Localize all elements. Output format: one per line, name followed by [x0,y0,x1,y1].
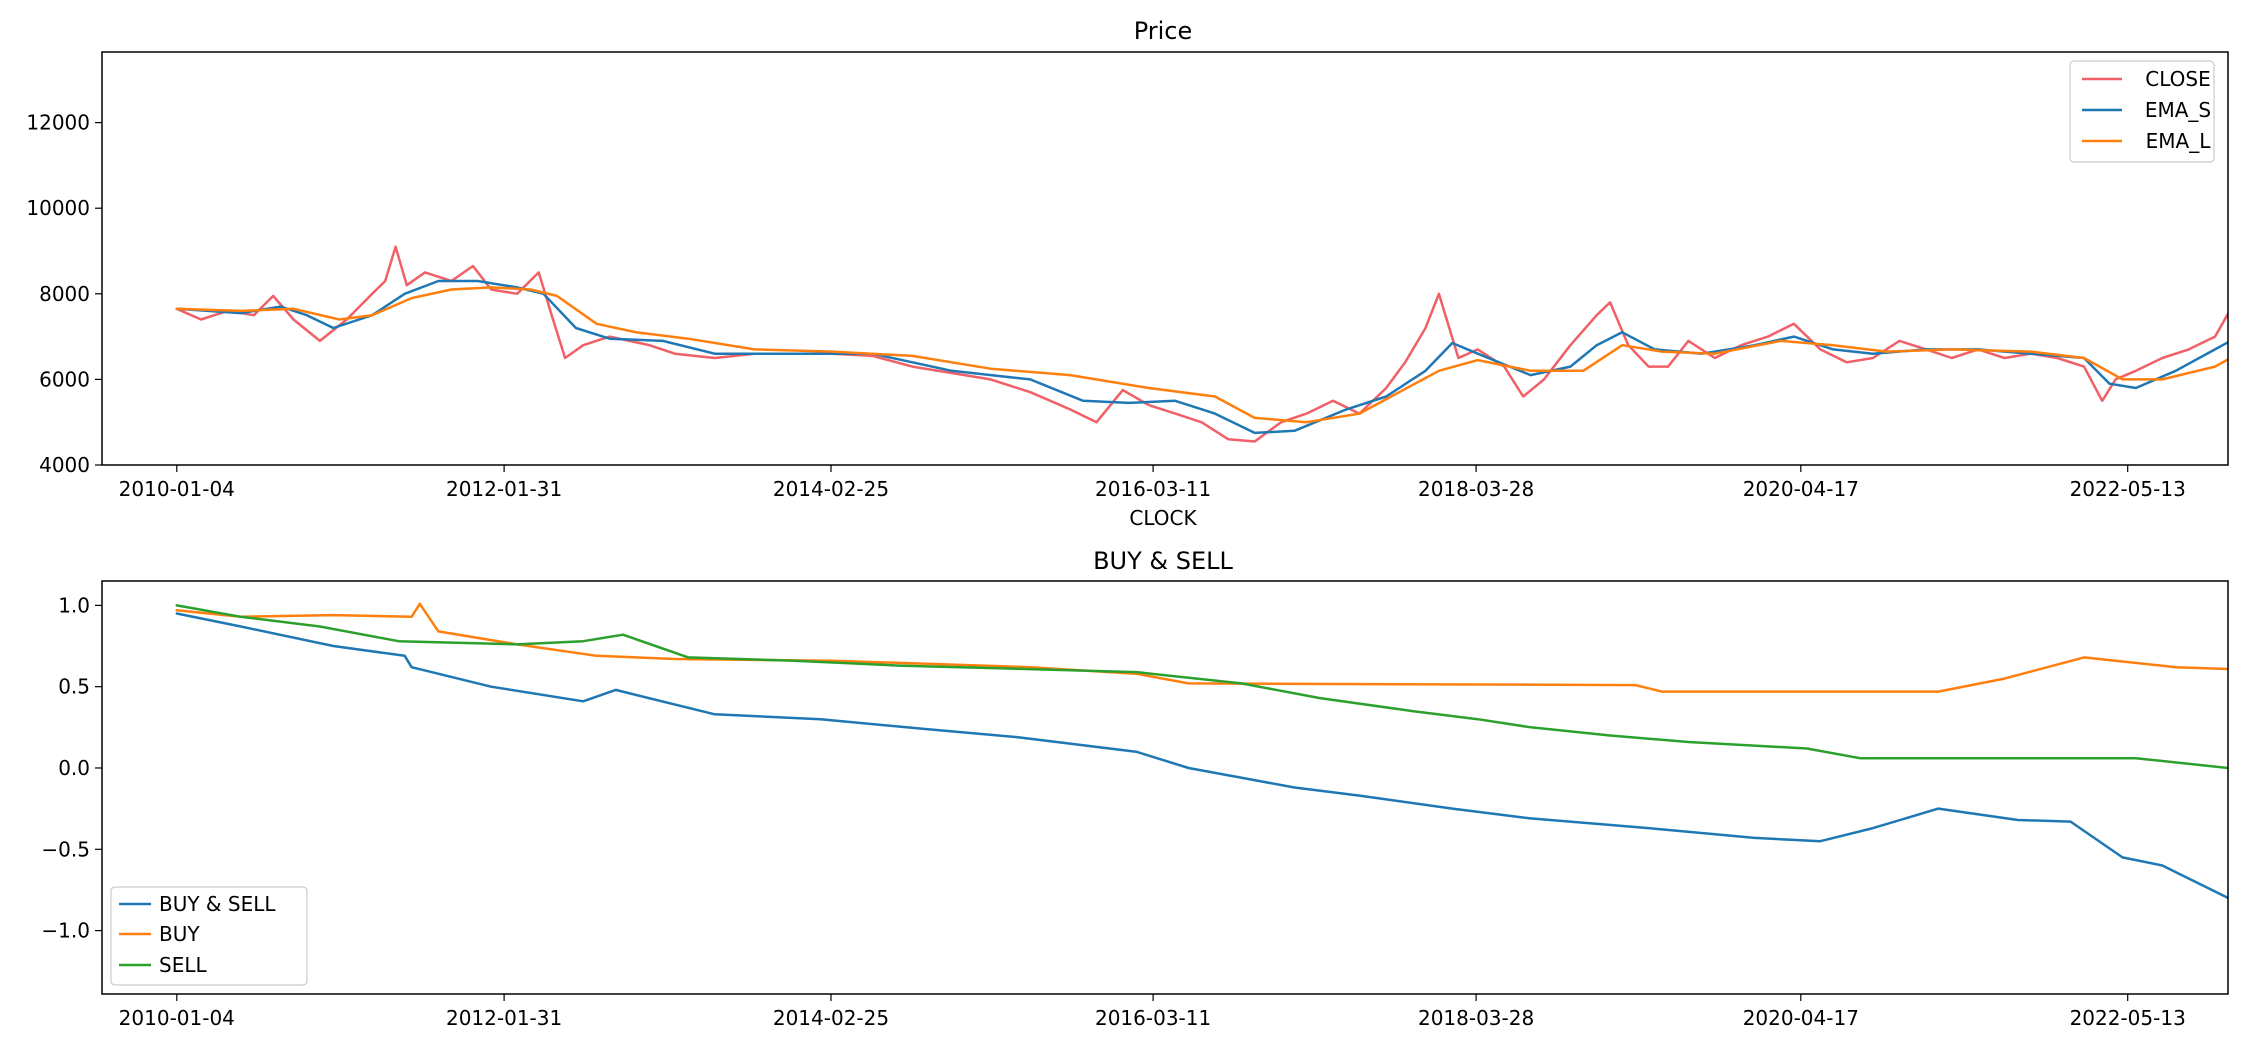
price-x-tick-label: 2018-03-28 [1418,477,1534,501]
buy-sell-legend-label-sell: SELL [159,953,207,977]
buy-sell-x-tick-label: 2010-01-04 [119,1006,235,1030]
price-plot-frame [101,51,2229,466]
price-y-axis: 4000 6000 8000 10000 12000 [26,111,102,477]
buy-sell-legend-label-buy-sell: BUY & SELL [159,892,276,916]
price-x-tick-label: 2016-03-11 [1095,477,1211,501]
price-x-axis-label: CLOCK [1129,506,1197,530]
price-legend-box [2069,60,2215,163]
price-y-tick-label: 6000 [39,367,90,391]
buy-sell-y-axis: −1.0 −0.5 0.0 0.5 1.0 [41,593,102,943]
price-x-axis: 2010-01-04 2012-01-31 2014-02-25 2016-03-11… [119,465,2186,501]
buy-sell-chart: BUY & SELL −1.0−0.50.00.51.0 2010-01-04 2… [41,547,2229,1030]
price-series-line-ema-l [175,286,2228,424]
price-legend-label-ema-s: EMA_S [2145,98,2211,122]
buy-sell-x-tick-label: 2020-04-17 [1743,1006,1859,1030]
price-chart-title: Price [1134,17,1193,45]
buy-sell-series-line-buy-sell [175,612,2228,900]
buy-sell-y-tick-label: 1.0 [58,593,90,617]
buy-sell-y-tick-label: 0.0 [58,756,90,780]
price-series-line-close [175,245,2228,443]
price-x-tick-label: 2010-01-04 [119,477,235,501]
buy-sell-y-tick-label: −0.5 [41,837,90,861]
buy-sell-series-line-sell [175,604,2228,770]
buy-sell-series-line-buy [175,602,2228,693]
buy-sell-x-tick-label: 2014-02-25 [773,1006,889,1030]
buy-sell-x-axis: 2010-01-04 2012-01-31 2014-02-25 2016-03-11… [119,994,2186,1030]
price-x-tick-label: 2022-05-13 [2070,477,2186,501]
buy-sell-legend-box [110,886,308,986]
buy-sell-series-lines [175,602,2228,900]
price-y-tick-label: 8000 [39,282,90,306]
buy-sell-legend: BUY & SELL BUY SELL [110,886,308,986]
price-series-lines [175,245,2228,443]
buy-sell-y-tick-label: −1.0 [41,919,90,943]
buy-sell-y-tick-label: 0.5 [58,675,90,699]
buy-sell-x-tick-label: 2016-03-11 [1095,1006,1211,1030]
price-x-tick-label: 2020-04-17 [1743,477,1859,501]
price-x-tick-label: 2014-02-25 [773,477,889,501]
buy-sell-x-tick-label: 2012-01-31 [446,1006,562,1030]
price-legend: CLOSE EMA_S EMA_L [2069,60,2215,163]
buy-sell-legend-label-buy: BUY [159,922,200,946]
buy-sell-x-tick-label: 2022-05-13 [2070,1006,2186,1030]
price-legend-label-ema-l: EMA_L [2146,129,2212,153]
price-x-tick-label: 2012-01-31 [446,477,562,501]
buy-sell-x-tick-label: 2018-03-28 [1418,1006,1534,1030]
price-plot-area [101,51,2229,466]
price-y-tick-label: 4000 [39,453,90,477]
buy-sell-chart-title: BUY & SELL [1093,547,1233,575]
price-y-tick-label: 12000 [26,111,90,135]
buy-sell-plot-frame [101,580,2229,995]
price-legend-label-close: CLOSE [2145,67,2210,91]
buy-sell-plot-area [101,580,2229,995]
price-y-tick-label: 10000 [26,196,90,220]
